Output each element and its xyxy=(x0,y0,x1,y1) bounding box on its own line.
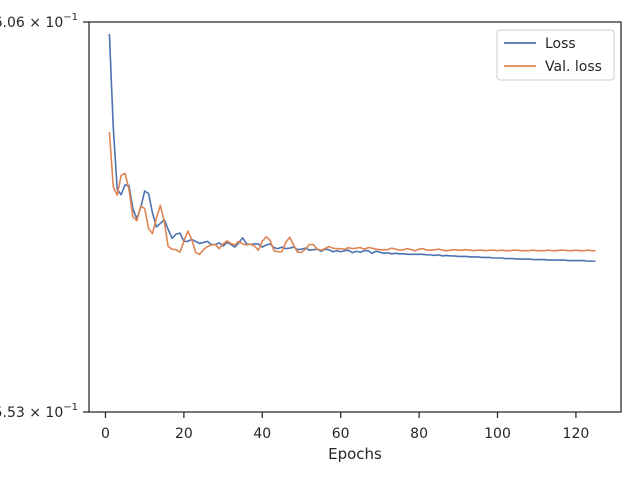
x-tick-label: 100 xyxy=(484,426,511,442)
legend: Loss Val. loss xyxy=(496,29,615,81)
x-tick-label: 80 xyxy=(410,426,428,442)
y-ticks: 6.06 × 10−1 5.53 × 10−1 xyxy=(0,12,89,421)
x-tick-label: 120 xyxy=(563,426,590,442)
x-tick-label: 0 xyxy=(101,426,110,442)
legend-label-loss: Loss xyxy=(545,36,576,52)
y-tick-label-top-exponent: −1 xyxy=(63,12,78,23)
y-tick-label-bottom: 5.53 × 10−1 xyxy=(0,402,78,421)
x-tick-label: 20 xyxy=(175,426,193,442)
axes-frame xyxy=(88,21,622,413)
series-layer xyxy=(108,33,596,262)
axes xyxy=(88,21,622,413)
x-axis-label: Epochs xyxy=(328,445,382,463)
series-line-val-loss xyxy=(108,132,596,256)
y-tick-label-bottom-exponent: −1 xyxy=(63,402,78,413)
legend-label-val-loss: Val. loss xyxy=(545,59,602,75)
x-tick-label: 40 xyxy=(253,426,271,442)
y-tick-label-bottom-prefix: 5.53 × 10 xyxy=(0,405,63,421)
series-line-loss xyxy=(108,33,596,262)
x-tick-label: 60 xyxy=(332,426,350,442)
x-ticks: 0 20 40 60 80 100 120 xyxy=(101,412,589,442)
plot-background xyxy=(89,22,621,412)
y-tick-label-top-prefix: 6.06 × 10 xyxy=(0,15,63,31)
y-tick-label-top: 6.06 × 10−1 xyxy=(0,12,78,31)
